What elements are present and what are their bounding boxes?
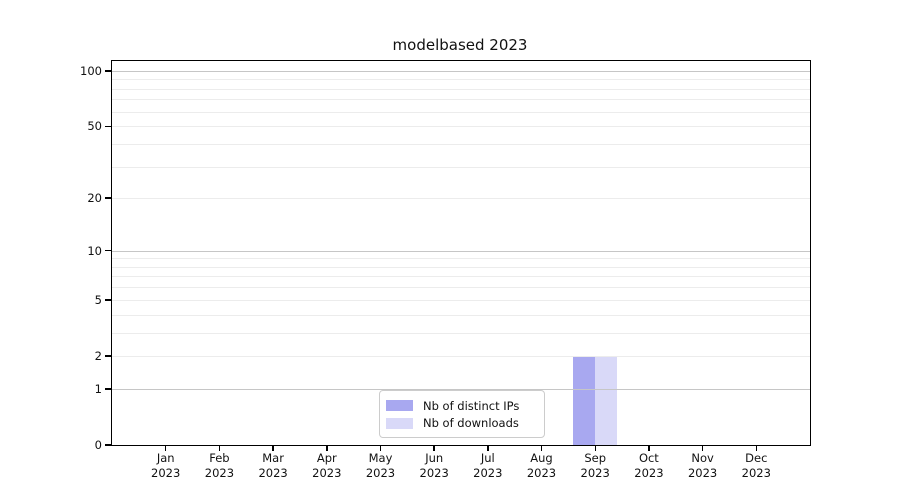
- x-tick-label-jun: Jun 2023: [419, 451, 449, 480]
- y-tick-10: [105, 249, 112, 252]
- y-tick-label-0: 0: [94, 438, 102, 452]
- x-tick-label-feb: Feb 2023: [204, 451, 235, 480]
- y-tick-label-1: 1: [94, 381, 102, 396]
- y-tick-100: [105, 70, 112, 72]
- bar-nb-of-downloads-sep: [595, 355, 618, 445]
- x-tick-label-oct: Oct 2023: [634, 451, 664, 480]
- y-tick-1: [105, 388, 112, 390]
- y-tick-label-5: 5: [94, 292, 102, 307]
- y-tick-label-20: 20: [87, 191, 102, 206]
- legend-item-distinct-ips: Nb of distinct IPs: [386, 397, 540, 415]
- x-tick-label-apr: Apr 2023: [312, 451, 342, 480]
- y-tick-50: [105, 125, 112, 127]
- x-tick-label-may: May 2023: [365, 451, 396, 480]
- x-tick-mar: [272, 446, 274, 451]
- y-tick-5: [105, 299, 112, 301]
- x-tick-jan: [164, 446, 167, 451]
- x-tick-label-jan: Jan 2023: [151, 451, 181, 480]
- legend-swatch-distinct-ips: [386, 400, 413, 412]
- y-tick-0: [105, 444, 112, 446]
- legend-swatch-downloads: [386, 417, 413, 429]
- x-tick-may: [379, 446, 382, 451]
- x-tick-label-sep: Sep 2023: [580, 451, 610, 480]
- x-tick-jun: [433, 446, 435, 451]
- x-tick-label-dec: Dec 2023: [741, 451, 771, 480]
- y-tick-label-2: 2: [94, 348, 102, 363]
- x-tick-jul: [487, 446, 489, 451]
- x-tick-label-jul: Jul 2023: [473, 451, 503, 480]
- bar-nb-of-distinct-ips-sep: [573, 355, 596, 445]
- legend-item-downloads: Nb of downloads: [386, 415, 540, 433]
- x-tick-nov: [701, 446, 704, 451]
- bar-layer: [112, 61, 810, 445]
- chart-title: modelbased 2023: [392, 36, 528, 54]
- y-tick-20: [105, 197, 112, 199]
- x-tick-aug: [540, 446, 543, 451]
- x-tick-feb: [218, 446, 221, 451]
- x-tick-label-nov: Nov 2023: [687, 451, 718, 480]
- legend-label-distinct-ips: Nb of distinct IPs: [423, 398, 520, 413]
- legend-label-downloads: Nb of downloads: [423, 416, 519, 431]
- x-tick-sep: [594, 446, 596, 451]
- x-tick-oct: [648, 446, 650, 451]
- legend: Nb of distinct IPs Nb of downloads: [379, 390, 545, 438]
- y-tick-label-10: 10: [87, 243, 102, 258]
- x-tick-label-aug: Aug 2023: [526, 451, 557, 480]
- y-tick-2: [105, 355, 112, 357]
- x-tick-label-mar: Mar 2023: [258, 451, 288, 480]
- x-tick-dec: [755, 446, 758, 451]
- y-tick-label-50: 50: [87, 119, 102, 134]
- y-tick-label-100: 100: [80, 63, 102, 78]
- x-tick-apr: [326, 446, 328, 451]
- plot-area: 0 1 2 5 10 20 50 100 Jan 2023 Feb 2023 Mar 2023 Apr 202…: [80, 60, 811, 480]
